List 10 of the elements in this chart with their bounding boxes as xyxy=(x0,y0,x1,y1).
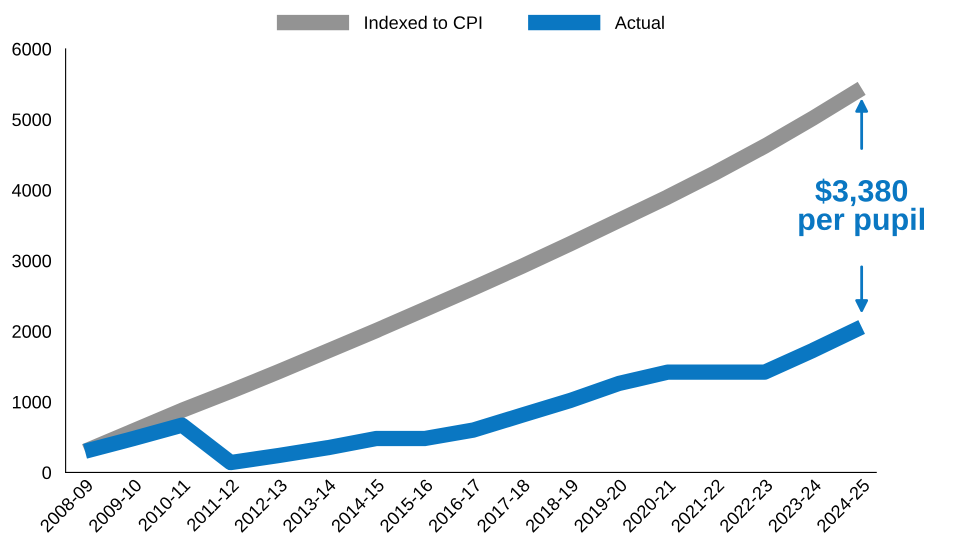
legend-label: Actual xyxy=(614,16,664,30)
y-tick-label: 0 xyxy=(42,466,52,480)
y-tick-label: 4000 xyxy=(12,184,52,197)
y-tick-label: 2000 xyxy=(12,325,52,338)
annotation: $3,380 per pupil xyxy=(799,178,924,236)
y-tick-label: 3000 xyxy=(12,254,52,268)
y-tick-label: 6000 xyxy=(12,42,52,56)
legend-label: Indexed to CPI xyxy=(365,16,482,30)
y-tick-label: 5000 xyxy=(12,113,52,126)
y-tick-label: 1000 xyxy=(12,396,52,409)
